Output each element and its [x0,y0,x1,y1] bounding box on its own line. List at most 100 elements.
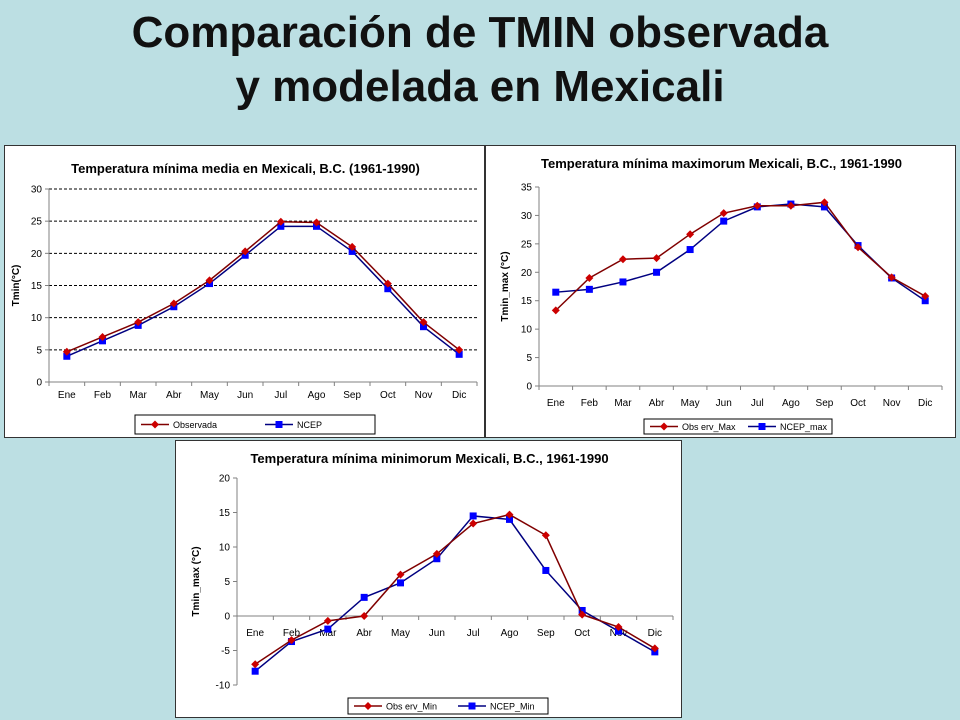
y-axis-label: Tmin_max (°C) [191,546,202,616]
y-tick-label: 0 [224,612,230,623]
chart-tmin-maximorum: Temperatura mínima maximorum Mexicali, B… [500,156,943,435]
x-tick-label: Oct [850,398,866,409]
x-tick-label: Feb [581,398,599,409]
y-tick-label: 35 [521,183,533,194]
legend-box [134,414,376,435]
data-point-observed [921,292,930,301]
x-tick-label: Nov [883,398,901,409]
chart-title: Temperatura mínima minimorum Mexicali, B… [250,451,608,466]
data-point-observed [348,242,357,251]
data-point-observed [241,247,250,256]
data-point-model [324,625,332,633]
data-point-observed [360,612,369,620]
x-tick-label: Feb [94,390,112,401]
data-point-observed [686,230,695,239]
data-point-model [506,515,513,523]
legend-box [347,697,549,715]
x-tick-label: Ene [547,398,565,409]
chart-panel-tmin-minimorum: Temperatura mínima minimorum Mexicali, B… [175,440,682,718]
legend-marker [364,702,372,710]
data-point-observed [854,243,863,252]
data-point-model [720,217,728,225]
legend-marker [660,422,668,431]
data-point-observed [820,198,829,207]
data-point-observed [585,273,594,282]
data-point-model [251,667,259,675]
data-point-model [686,246,694,254]
y-axis-label: Tmin(°C) [11,265,22,307]
data-point-observed [323,616,332,625]
y-tick-label: 10 [31,313,43,324]
x-tick-label: Mar [614,398,632,409]
y-tick-label: 30 [31,185,43,196]
y-tick-label: -10 [216,681,231,692]
data-point-model [578,606,586,614]
series-line-observed [254,513,656,665]
x-tick-label: Mar [319,628,337,639]
data-point-observed [396,570,405,579]
y-tick-label: 10 [521,325,533,336]
data-point-observed [287,636,296,645]
legend-marker [758,423,766,430]
x-tick-label: Ene [246,628,264,639]
chart-panel-tmin-media: Temperatura mínima media en Mexicali, B.… [4,145,485,438]
x-tick-label: Oct [574,628,590,639]
data-point-model [585,285,593,293]
data-point-observed [169,299,178,308]
x-tick-label: Dic [918,398,932,409]
legend-label: NCEP [297,420,322,430]
y-tick-label: 5 [224,577,230,588]
data-point-model [420,323,427,331]
slide-title: Comparación de TMIN observada y modelada… [0,6,960,114]
y-tick-label: 5 [36,345,42,356]
data-point-model [433,555,441,563]
y-tick-label: 20 [219,474,231,485]
data-point-model [455,350,463,358]
y-tick-label: 10 [219,543,231,554]
data-point-model [360,593,368,601]
x-tick-label: Sep [537,628,555,639]
chart-title: Temperatura mínima media en Mexicali, B.… [71,161,420,176]
data-point-observed [98,332,107,341]
data-point-observed [551,306,560,315]
y-tick-label: -5 [221,646,230,657]
data-point-model [277,222,285,230]
data-point-model [615,627,622,635]
y-axis-label: Tmin_max (°C) [500,251,511,321]
data-point-observed [276,217,285,226]
data-point-observed [719,209,728,218]
data-point-observed [205,276,214,285]
x-tick-label: Abr [649,398,665,409]
y-tick-label: 0 [36,378,42,389]
x-tick-label: Jul [467,628,480,639]
data-point-model [619,278,627,286]
data-point-model [348,247,356,255]
data-point-model [397,579,404,587]
chart-tmin-minimorum: Temperatura mínima minimorum Mexicali, B… [191,451,674,715]
y-tick-label: 20 [31,249,43,260]
data-point-model [653,268,661,276]
x-tick-label: Ago [501,628,519,639]
data-point-observed [887,273,896,282]
legend-label: Obs erv_Min [386,702,437,712]
x-tick-label: Jul [751,398,764,409]
legend-label: NCEP_max [780,422,828,432]
legend-marker [275,421,283,428]
data-point-observed [753,201,762,210]
legend-box [643,418,833,435]
x-tick-label: Mar [130,390,148,401]
y-tick-label: 0 [526,382,532,393]
x-tick-label: Dic [648,628,662,639]
data-point-observed [419,318,428,327]
x-tick-label: Ago [782,398,800,409]
x-tick-label: Jun [429,628,445,639]
x-tick-label: Jun [237,390,253,401]
legend-marker [151,420,159,429]
data-point-observed [134,318,143,327]
data-point-observed [652,254,661,263]
data-point-observed [505,510,514,519]
data-point-observed [62,347,71,356]
slide-title-line-1: Comparación de TMIN observada [131,8,829,57]
x-tick-label: Ago [308,390,326,401]
data-point-model [542,566,550,574]
